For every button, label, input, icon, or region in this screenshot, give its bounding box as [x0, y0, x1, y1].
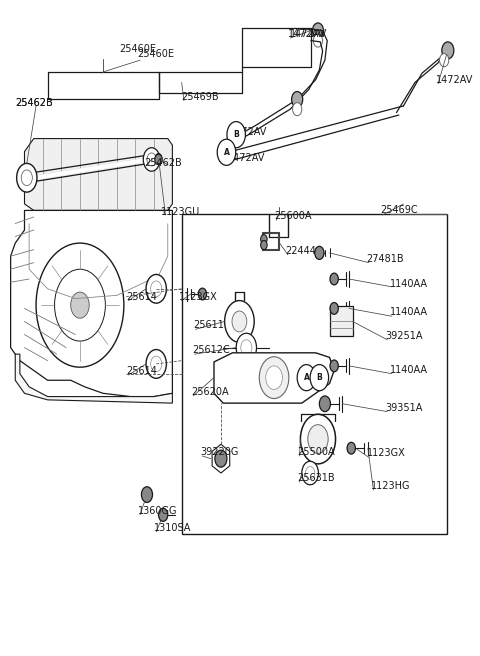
Text: 25469B: 25469B — [181, 92, 219, 102]
Circle shape — [232, 311, 247, 332]
Text: 1123GX: 1123GX — [367, 449, 405, 459]
Circle shape — [71, 292, 89, 318]
Text: 25612C: 25612C — [192, 345, 229, 355]
Text: 25631B: 25631B — [297, 473, 335, 483]
Circle shape — [259, 357, 289, 399]
Circle shape — [155, 154, 162, 165]
Text: 25600A: 25600A — [274, 211, 312, 220]
Circle shape — [440, 54, 449, 67]
Circle shape — [297, 365, 316, 391]
Text: 1472AV: 1472AV — [230, 127, 267, 137]
Circle shape — [142, 487, 153, 502]
Text: 25469C: 25469C — [380, 205, 418, 215]
Circle shape — [146, 274, 167, 303]
Circle shape — [146, 350, 167, 379]
Circle shape — [330, 273, 338, 285]
Text: 25460E: 25460E — [138, 49, 175, 58]
Text: 1123GU: 1123GU — [161, 207, 200, 216]
Circle shape — [261, 235, 267, 244]
Text: A: A — [303, 373, 309, 382]
Circle shape — [215, 450, 227, 467]
Polygon shape — [11, 211, 172, 397]
Circle shape — [156, 154, 162, 163]
Circle shape — [308, 424, 328, 453]
Text: 27481B: 27481B — [367, 254, 404, 264]
Circle shape — [300, 414, 336, 464]
Text: 1123GX: 1123GX — [180, 292, 218, 302]
Bar — [330, 306, 353, 336]
Circle shape — [292, 92, 303, 107]
Circle shape — [315, 247, 324, 259]
Text: A: A — [224, 148, 229, 157]
Circle shape — [55, 269, 106, 341]
Circle shape — [217, 139, 236, 165]
Text: 25620A: 25620A — [191, 387, 228, 397]
Text: 1123HG: 1123HG — [371, 481, 410, 491]
Circle shape — [225, 300, 254, 342]
Circle shape — [313, 34, 323, 47]
Circle shape — [158, 508, 168, 522]
Circle shape — [330, 360, 338, 372]
Bar — [181, 214, 447, 534]
Circle shape — [21, 170, 32, 186]
Circle shape — [17, 163, 37, 192]
Text: 25500A: 25500A — [297, 447, 335, 457]
Text: 1140AA: 1140AA — [390, 365, 428, 375]
Text: 25614: 25614 — [126, 292, 157, 302]
Circle shape — [302, 461, 318, 485]
Polygon shape — [24, 138, 172, 211]
Circle shape — [198, 288, 206, 300]
Text: 39351A: 39351A — [385, 403, 422, 413]
Circle shape — [241, 340, 252, 356]
Polygon shape — [214, 353, 334, 403]
Text: B: B — [233, 130, 239, 139]
Text: 1472AV: 1472AV — [288, 29, 325, 39]
Circle shape — [347, 442, 355, 454]
Circle shape — [227, 121, 245, 148]
Circle shape — [292, 102, 302, 115]
Text: 25462B: 25462B — [15, 98, 53, 108]
Circle shape — [319, 396, 330, 411]
Circle shape — [330, 302, 338, 314]
Circle shape — [442, 42, 454, 59]
Circle shape — [36, 243, 124, 367]
Text: 1360GG: 1360GG — [138, 506, 177, 516]
Circle shape — [261, 241, 267, 250]
Text: 25611: 25611 — [193, 320, 224, 331]
Circle shape — [236, 333, 256, 362]
Circle shape — [266, 366, 282, 390]
Text: 1472AV: 1472AV — [436, 75, 473, 85]
Text: 1472AV: 1472AV — [228, 153, 265, 163]
Text: 25462B: 25462B — [144, 158, 182, 169]
Polygon shape — [212, 444, 230, 473]
Text: 1140AA: 1140AA — [390, 279, 428, 289]
Text: 25462B: 25462B — [15, 98, 53, 108]
Circle shape — [151, 356, 162, 372]
Text: 39220G: 39220G — [200, 447, 239, 457]
Text: 39251A: 39251A — [385, 331, 422, 341]
Polygon shape — [15, 354, 172, 403]
Circle shape — [310, 365, 329, 391]
Text: 25614: 25614 — [126, 366, 157, 376]
Text: 1310SA: 1310SA — [154, 523, 191, 533]
Circle shape — [312, 23, 324, 39]
Text: 1140AA: 1140AA — [390, 307, 428, 318]
Circle shape — [143, 148, 160, 171]
Text: 1472AV: 1472AV — [290, 29, 328, 39]
Text: 22444: 22444 — [286, 246, 316, 256]
Circle shape — [151, 281, 162, 297]
Text: B: B — [316, 373, 322, 382]
Text: 25460E: 25460E — [119, 44, 156, 54]
Circle shape — [147, 153, 156, 166]
Circle shape — [305, 466, 315, 480]
